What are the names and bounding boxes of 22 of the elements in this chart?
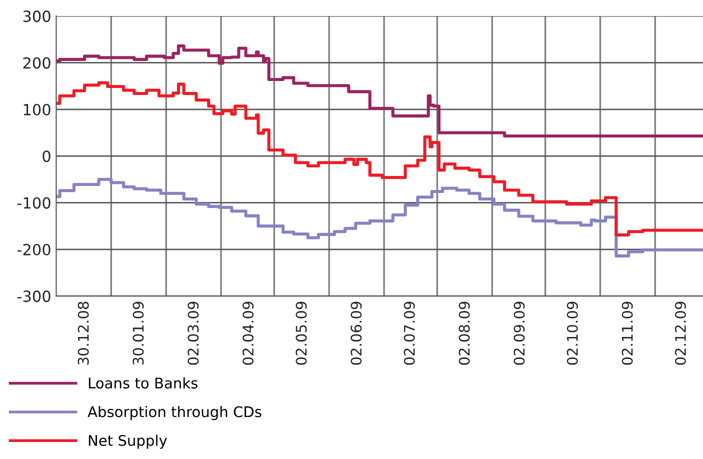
y-tick-label: -300	[17, 290, 50, 302]
x-tick-label: 02.04.09	[242, 302, 254, 365]
y-tick-label: -100	[17, 197, 50, 209]
y-tick-label: 200	[23, 57, 50, 69]
legend-label: Net Supply	[88, 434, 167, 449]
x-tick-label: 02.12.09	[674, 302, 686, 365]
x-tick-label: 02.09.09	[514, 302, 525, 365]
legend-label: Loans to Banks	[88, 377, 198, 389]
x-tick-label: 02.08.09	[458, 302, 470, 365]
y-tick-label: 100	[24, 104, 50, 116]
y-tick-label: -200	[17, 244, 50, 256]
y-tick-label: 300	[23, 10, 50, 22]
x-tick-label: 30.01.09	[132, 302, 144, 365]
y-tick-label: 0	[42, 150, 50, 162]
legend-label: Absorption through CDs	[88, 406, 262, 420]
x-tick-label: 02.05.09	[296, 302, 307, 365]
x-tick-label: 02.03.09	[188, 302, 199, 365]
x-tick-label: 02.07.09	[404, 302, 415, 365]
x-tick-label: 02.11.09	[622, 302, 633, 365]
x-tick-label: 02.10.09	[566, 302, 578, 365]
x-tick-label: 02.06.09	[350, 302, 362, 365]
x-tick-label: 30.12.08	[78, 302, 89, 365]
